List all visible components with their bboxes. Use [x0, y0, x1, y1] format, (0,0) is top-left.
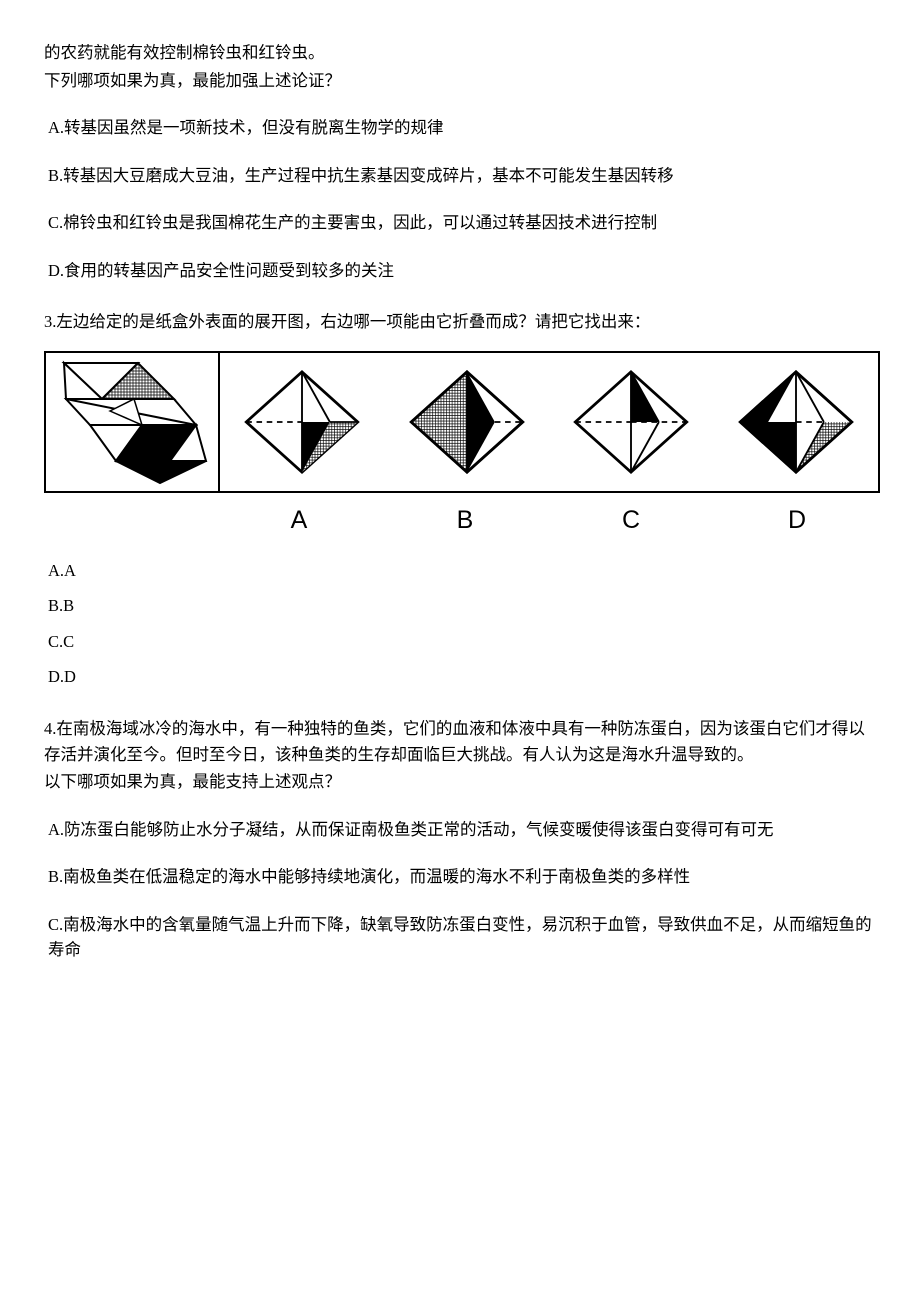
q4-option-a: A.防冻蛋白能够防止水分子凝结，从而保证南极鱼类正常的活动，气候变暖使得该蛋白变…	[48, 817, 880, 843]
q2-option-a: A.转基因虽然是一项新技术，但没有脱离生物学的规律	[48, 115, 880, 141]
q4-option-b: B.南极鱼类在低温稳定的海水中能够持续地演化，而温暖的海水不利于南极鱼类的多样性	[48, 864, 880, 890]
q2-tail-line2: 下列哪项如果为真，最能加强上述论证？	[44, 68, 880, 94]
q3-option-c-svg	[556, 357, 706, 487]
q3-option-a-svg	[227, 357, 377, 487]
q3-label-b: B	[382, 501, 548, 540]
q3-option-d-svg	[721, 357, 871, 487]
q2-option-d: D.食用的转基因产品安全性问题受到较多的关注	[48, 258, 880, 284]
q2-option-c: C.棉铃虫和红铃虫是我国棉花生产的主要害虫，因此，可以通过转基因技术进行控制	[48, 210, 880, 236]
q2-tail-line1: 的农药就能有效控制棉铃虫和红铃虫。	[44, 40, 880, 66]
q3-options-panel	[220, 353, 878, 491]
q3-label-row: A B C D	[44, 501, 880, 540]
q3-stem: 3.左边给定的是纸盒外表面的展开图，右边哪一项能由它折叠而成？请把它找出来：	[44, 309, 880, 335]
q3-option-c: C.C	[48, 629, 880, 655]
q3-net-svg	[46, 353, 218, 491]
q3-label-c: C	[548, 501, 714, 540]
q3-label-d: D	[714, 501, 880, 540]
q3-option-a: A.A	[48, 558, 880, 584]
q3-option-b-svg	[392, 357, 542, 487]
q3-option-d: D.D	[48, 664, 880, 690]
q3-net-panel	[46, 353, 220, 491]
q4-option-c: C.南极海水中的含氧量随气温上升而下降，缺氧导致防冻蛋白变性，易沉积于血管，导致…	[48, 912, 880, 963]
q3-figure	[44, 351, 880, 493]
q3-option-b: B.B	[48, 593, 880, 619]
q3-label-a: A	[216, 501, 382, 540]
q4-stem1: 4.在南极海域冰冷的海水中，有一种独特的鱼类，它们的血液和体液中具有一种防冻蛋白…	[44, 716, 880, 767]
q2-option-b: B.转基因大豆磨成大豆油，生产过程中抗生素基因变成碎片，基本不可能发生基因转移	[48, 163, 880, 189]
q4-stem2: 以下哪项如果为真，最能支持上述观点？	[44, 769, 880, 795]
